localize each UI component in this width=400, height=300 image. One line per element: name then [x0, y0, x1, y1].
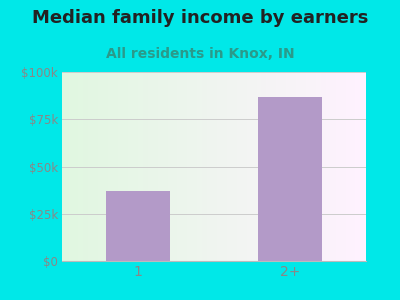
Bar — [106, 191, 170, 261]
Text: All residents in Knox, IN: All residents in Knox, IN — [106, 46, 294, 61]
Text: Median family income by earners: Median family income by earners — [32, 9, 368, 27]
Bar — [258, 97, 322, 261]
